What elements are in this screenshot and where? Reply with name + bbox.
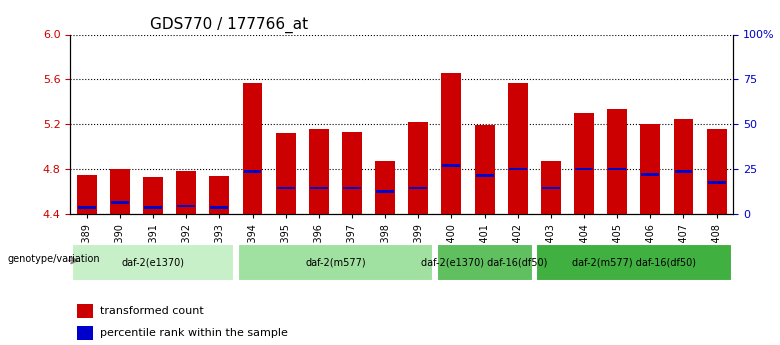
Bar: [277, 187, 295, 189]
Text: daf-2(m577) daf-16(df50): daf-2(m577) daf-16(df50): [572, 257, 696, 267]
Text: daf-2(e1370): daf-2(e1370): [122, 257, 185, 267]
Bar: [410, 187, 427, 189]
Text: genotype/variation: genotype/variation: [8, 254, 101, 264]
Bar: [375, 161, 395, 214]
Bar: [310, 187, 328, 189]
Bar: [275, 133, 296, 214]
FancyBboxPatch shape: [238, 244, 433, 281]
Bar: [474, 125, 495, 214]
Bar: [707, 181, 725, 184]
Bar: [442, 164, 460, 167]
Bar: [111, 201, 129, 204]
Bar: [608, 168, 626, 170]
Bar: [541, 161, 561, 214]
Bar: [343, 187, 361, 189]
Bar: [673, 119, 693, 214]
Bar: [476, 175, 494, 177]
Bar: [441, 73, 461, 214]
Bar: [76, 326, 94, 340]
Bar: [675, 170, 693, 172]
Bar: [144, 177, 163, 214]
Bar: [309, 129, 329, 214]
Bar: [509, 168, 526, 170]
Text: GDS770 / 177766_at: GDS770 / 177766_at: [150, 17, 308, 33]
Bar: [408, 122, 428, 214]
Bar: [76, 304, 94, 318]
Bar: [342, 132, 362, 214]
Text: percentile rank within the sample: percentile rank within the sample: [100, 328, 288, 338]
Bar: [78, 206, 96, 208]
Bar: [641, 173, 659, 176]
FancyBboxPatch shape: [72, 244, 234, 281]
Text: transformed count: transformed count: [100, 306, 204, 316]
Bar: [574, 113, 594, 214]
FancyBboxPatch shape: [536, 244, 732, 281]
Bar: [707, 129, 726, 214]
Bar: [376, 190, 394, 193]
Bar: [110, 169, 129, 214]
Bar: [144, 206, 162, 208]
Bar: [243, 170, 261, 172]
Bar: [176, 171, 196, 214]
Text: daf-2(m577): daf-2(m577): [305, 257, 366, 267]
Bar: [575, 168, 593, 170]
Bar: [640, 124, 660, 214]
Bar: [508, 83, 527, 214]
Bar: [607, 109, 627, 214]
Bar: [209, 176, 229, 214]
Bar: [243, 83, 262, 214]
Bar: [77, 175, 97, 214]
FancyBboxPatch shape: [437, 244, 533, 281]
Bar: [211, 206, 229, 208]
Text: daf-2(e1370) daf-16(df50): daf-2(e1370) daf-16(df50): [421, 257, 548, 267]
Bar: [542, 187, 560, 189]
Bar: [177, 205, 195, 207]
